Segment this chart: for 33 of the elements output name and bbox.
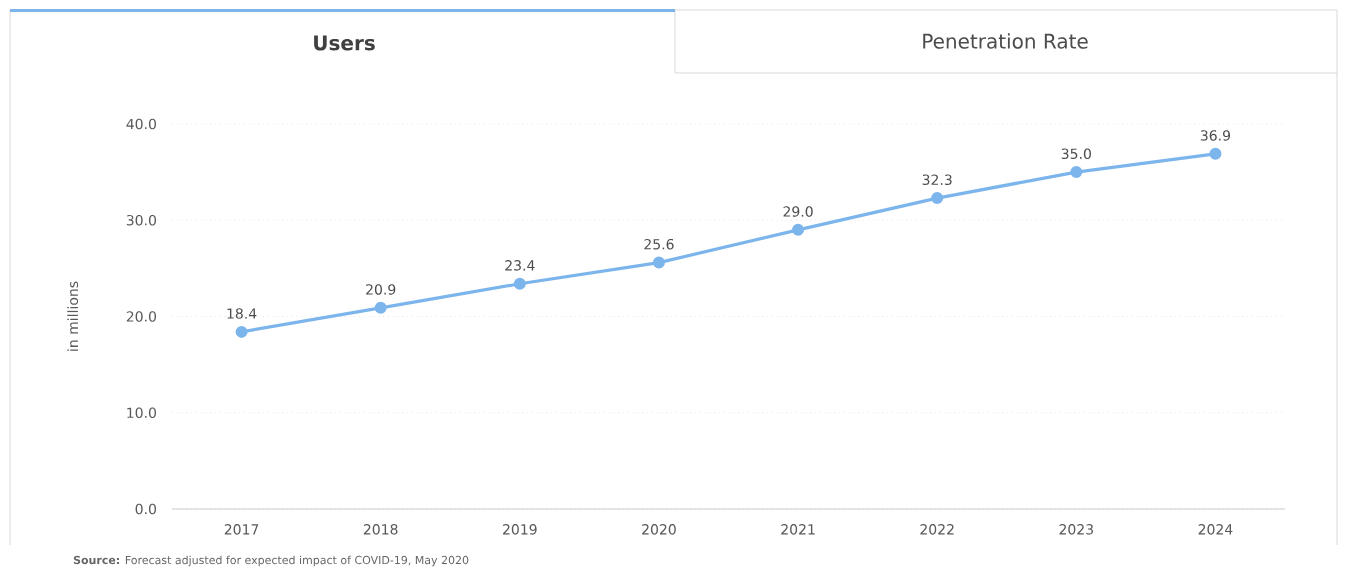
y-tick-label: 40.0 — [126, 118, 156, 130]
point — [792, 223, 805, 236]
x-tick-label: 2023 — [1059, 524, 1093, 535]
data-label: 18.4 — [227, 308, 257, 319]
x-tick-label: 2020 — [642, 524, 676, 535]
x-tick-label: 2018 — [363, 524, 398, 535]
point — [374, 301, 387, 314]
data-label: 29.0 — [783, 206, 813, 217]
point — [513, 277, 526, 290]
point — [235, 325, 248, 338]
x-tick-label: 2022 — [920, 524, 954, 535]
point — [1070, 166, 1083, 179]
y-tick-label: 10.0 — [127, 407, 156, 419]
x-tick-label: 2024 — [1198, 524, 1233, 535]
text: Source: Forecast adjusted for expected impact of COVID-19, May 2020 — [73, 555, 469, 567]
data-label: 36.9 — [1200, 130, 1231, 141]
y-tick-label: 0.0 — [135, 503, 157, 515]
chart-title: Users — [314, 35, 375, 51]
x-tick-label: 2017 — [224, 524, 259, 535]
data-label: 25.6 — [644, 238, 674, 250]
text: Penetration Rate — [923, 33, 1088, 49]
point — [1209, 147, 1222, 160]
data-label: 32.3 — [922, 174, 952, 186]
data-label: 20.9 — [366, 284, 396, 295]
y-tick-label: 20.0 — [126, 311, 156, 322]
x-tick-label: 2019 — [503, 524, 537, 535]
y-axis-title: in millions — [67, 281, 79, 351]
y-tick-label: 30.0 — [126, 214, 156, 226]
point — [931, 192, 944, 205]
point — [652, 256, 665, 269]
data-label: 35.0 — [1061, 148, 1091, 160]
x-tick-label: 2021 — [781, 524, 815, 535]
data-label: 23.4 — [505, 260, 535, 271]
